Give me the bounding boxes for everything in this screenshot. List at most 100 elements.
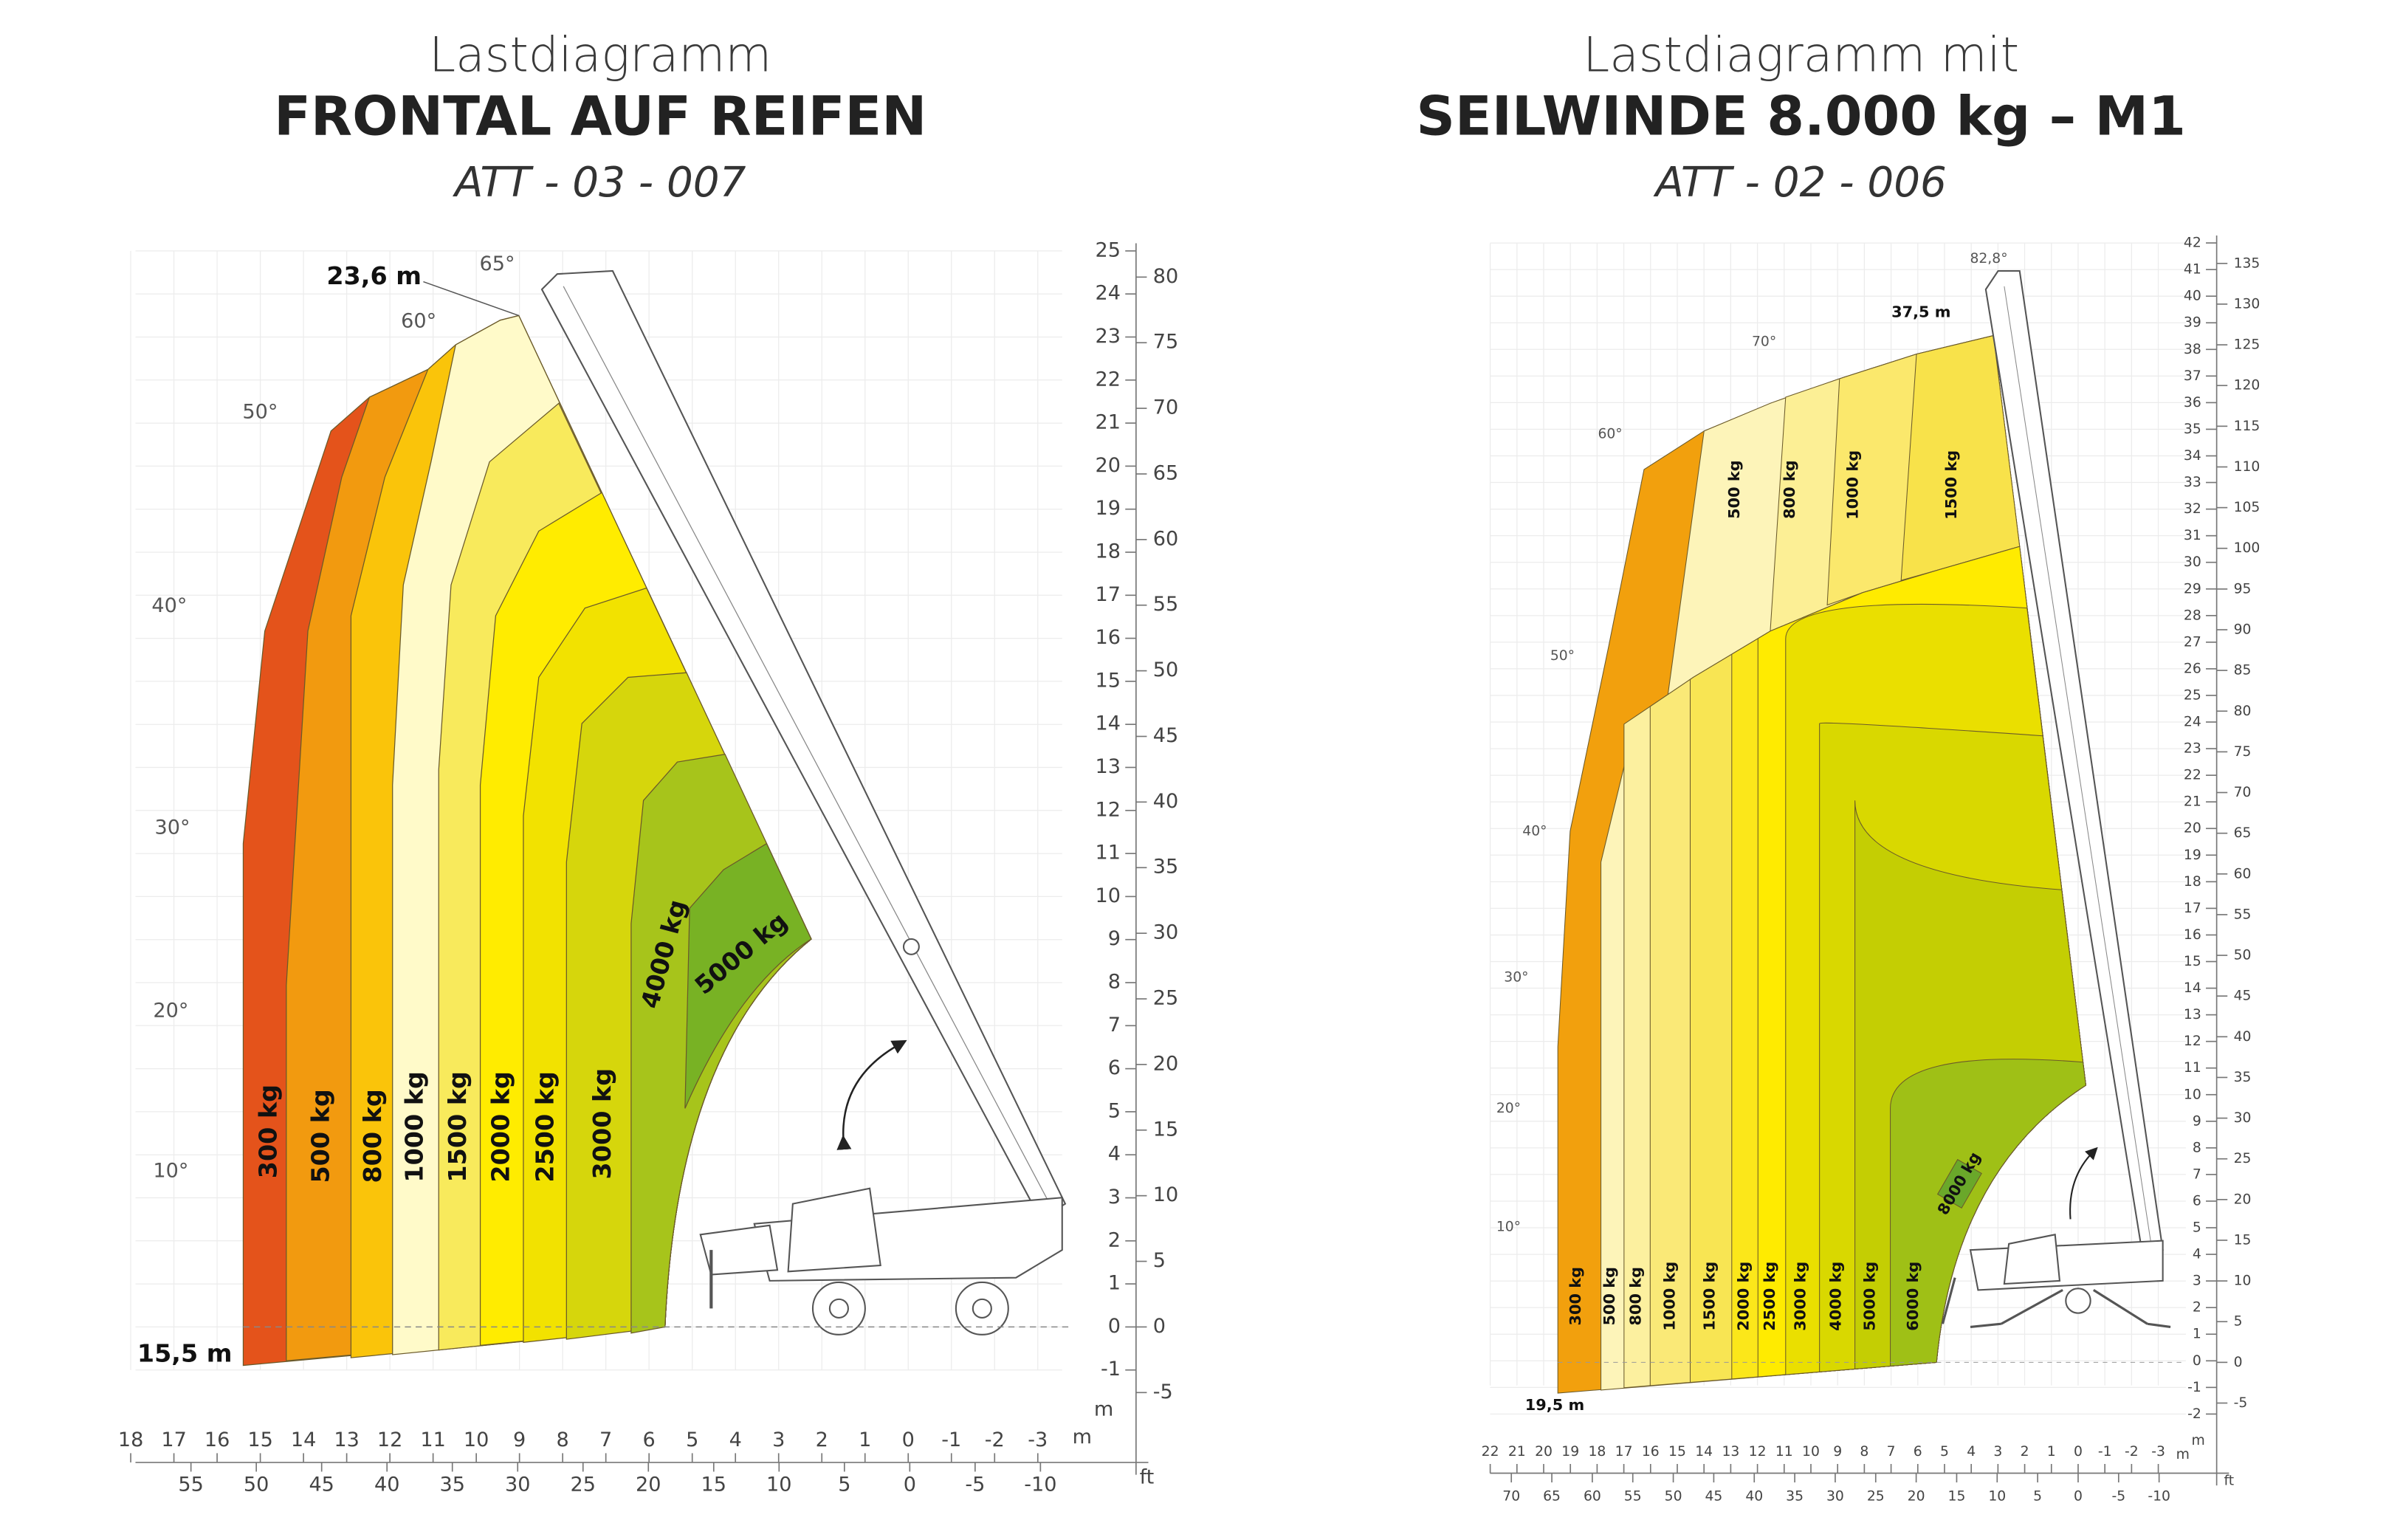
y-tick-label-m: 42 xyxy=(2184,236,2201,251)
x-tick-label-m: 17 xyxy=(1615,1444,1633,1460)
y-tick-label-m: 25 xyxy=(2184,687,2201,703)
zone-label: 1500 kg xyxy=(443,1071,472,1183)
x-tick-label-m: 16 xyxy=(1642,1444,1660,1460)
y-tick-label-m: 3 xyxy=(1108,1186,1121,1209)
reach-label: 15,5 m xyxy=(137,1338,233,1367)
ft-unit: ft xyxy=(1140,1465,1155,1488)
y-tick-label-ft: -5 xyxy=(1153,1381,1173,1403)
y-tick-label-m: 35 xyxy=(2184,422,2201,437)
y-tick-label-ft: 115 xyxy=(2234,419,2260,434)
zone-label: 800 kg xyxy=(358,1089,387,1183)
y-tick-label-m: 16 xyxy=(2184,927,2201,943)
y-tick-label-m: -1 xyxy=(1101,1358,1121,1381)
zone-label: 500 kg xyxy=(1601,1267,1618,1326)
x-tick-label-m: 3 xyxy=(772,1429,785,1451)
load-zone xyxy=(684,842,812,1109)
y-tick-label-ft: 60 xyxy=(2234,866,2252,881)
y-tick-label-ft: 20 xyxy=(1153,1052,1178,1075)
y-tick-label-ft: 65 xyxy=(1153,461,1178,484)
y-tick-label-ft: 45 xyxy=(1153,724,1178,747)
y-tick-label-ft: 15 xyxy=(1153,1118,1178,1141)
y-tick-label-m: 40 xyxy=(2184,289,2201,304)
zone-label: 6000 kg xyxy=(1904,1262,1922,1331)
x-tick-label-ft: 10 xyxy=(766,1474,791,1496)
title-line: Lastdiagramm mit xyxy=(1583,28,2019,83)
x-tick-label-ft: 15 xyxy=(701,1474,726,1496)
y-tick-label-ft: 135 xyxy=(2234,255,2260,271)
y-tick-label-m: 17 xyxy=(2184,901,2201,916)
angle-label: 82,8° xyxy=(1970,251,2007,267)
x-tick-label-m: 3 xyxy=(1993,1444,2002,1460)
y-tick-label-m: 14 xyxy=(2184,980,2201,996)
angle-label: 60° xyxy=(401,309,436,332)
y-tick-label-m: 18 xyxy=(2184,874,2201,890)
zone-label: 3000 kg xyxy=(1792,1262,1809,1331)
x-unit: m xyxy=(2176,1447,2190,1462)
x-tick-label-m: 10 xyxy=(1802,1444,1820,1460)
angle-label: 50° xyxy=(1550,648,1575,664)
y-tick-label-ft: 55 xyxy=(1153,593,1178,616)
y-tick-label-m: 13 xyxy=(1096,755,1121,778)
zone-label: 500 kg xyxy=(306,1089,334,1183)
x-tick-label-ft: 35 xyxy=(1786,1488,1804,1504)
x-tick-label-m: 1 xyxy=(2047,1444,2056,1460)
y-tick-label-m: 6 xyxy=(2193,1193,2201,1209)
x-tick-label-ft: 25 xyxy=(1867,1488,1885,1504)
x-tick-label-m: 10 xyxy=(464,1429,489,1451)
y-tick-label-m: 22 xyxy=(1096,368,1121,391)
x-tick-label-m: -1 xyxy=(941,1429,961,1451)
zone-label: 2500 kg xyxy=(1761,1262,1778,1331)
angle-label: 70° xyxy=(1752,334,1776,349)
x-tick-label-m: 5 xyxy=(1940,1444,1949,1460)
y-tick-label-ft: 0 xyxy=(2234,1355,2243,1370)
y-tick-label-m: 28 xyxy=(2184,608,2201,623)
x-tick-label-ft: 30 xyxy=(505,1474,530,1496)
y-tick-label-m: 34 xyxy=(2184,448,2201,464)
x-tick-label-m: 9 xyxy=(1833,1444,1842,1460)
x-tick-label-m: 6 xyxy=(643,1429,656,1451)
y-tick-label-m: 23 xyxy=(2184,741,2201,757)
reach-label: 37,5 m xyxy=(1891,303,1950,320)
y-tick-label-m: 11 xyxy=(1096,842,1121,864)
reach-label: 19,5 m xyxy=(1525,1396,1584,1414)
y-tick-label-ft: 130 xyxy=(2234,296,2260,312)
y-tick-label-ft: 75 xyxy=(2234,744,2252,760)
y-tick-label-ft: 70 xyxy=(2234,785,2252,800)
reach-label: 23,6 m xyxy=(326,261,422,290)
y-tick-label-m: 14 xyxy=(1096,712,1121,735)
x-tick-label-m: 0 xyxy=(902,1429,915,1451)
title-code: ATT - 03 - 007 xyxy=(453,159,746,207)
zone-label: 800 kg xyxy=(1781,460,1798,519)
y-tick-label-m: 9 xyxy=(2193,1113,2201,1129)
x-tick-label-ft: 35 xyxy=(439,1474,464,1496)
y-tick-label-m: 1 xyxy=(1108,1272,1121,1295)
y-tick-label-ft: 60 xyxy=(1153,527,1178,550)
x-tick-label-m: -3 xyxy=(1028,1429,1048,1451)
y-tick-label-m: 19 xyxy=(1096,497,1121,520)
y-tick-label-m: 5 xyxy=(1108,1099,1121,1122)
y-tick-label-m: 7 xyxy=(2193,1166,2201,1182)
x-tick-label-m: 2 xyxy=(2021,1444,2029,1460)
x-tick-label-m: 15 xyxy=(1668,1444,1686,1460)
angle-label: 50° xyxy=(242,400,278,423)
y-tick-label-m: 26 xyxy=(2184,661,2201,676)
angle-label: 60° xyxy=(1598,427,1622,442)
x-tick-label-m: 16 xyxy=(204,1429,230,1451)
x-tick-label-m: 15 xyxy=(247,1429,272,1451)
zone-label: 1000 kg xyxy=(1844,450,1862,520)
x-tick-label-ft: 30 xyxy=(1826,1488,1844,1504)
x-tick-label-m: 6 xyxy=(1914,1444,1922,1460)
y-tick-label-ft: 5 xyxy=(2234,1314,2243,1330)
zone-label: 1500 kg xyxy=(1942,450,1960,520)
y-tick-label-m: 18 xyxy=(1096,540,1121,563)
y-tick-label-m: 0 xyxy=(2193,1353,2201,1369)
y-tick-label-m: 32 xyxy=(2184,501,2201,517)
y-tick-label-m: 25 xyxy=(1096,238,1121,261)
y-tick-label-m: 12 xyxy=(2184,1034,2201,1049)
y-tick-label-m: 12 xyxy=(1096,798,1121,821)
y-tick-label-m: 36 xyxy=(2184,395,2201,410)
outriggers xyxy=(1970,1288,2171,1328)
x-tick-label-m: 11 xyxy=(420,1429,445,1451)
zone-label: 2000 kg xyxy=(1734,1262,1752,1331)
